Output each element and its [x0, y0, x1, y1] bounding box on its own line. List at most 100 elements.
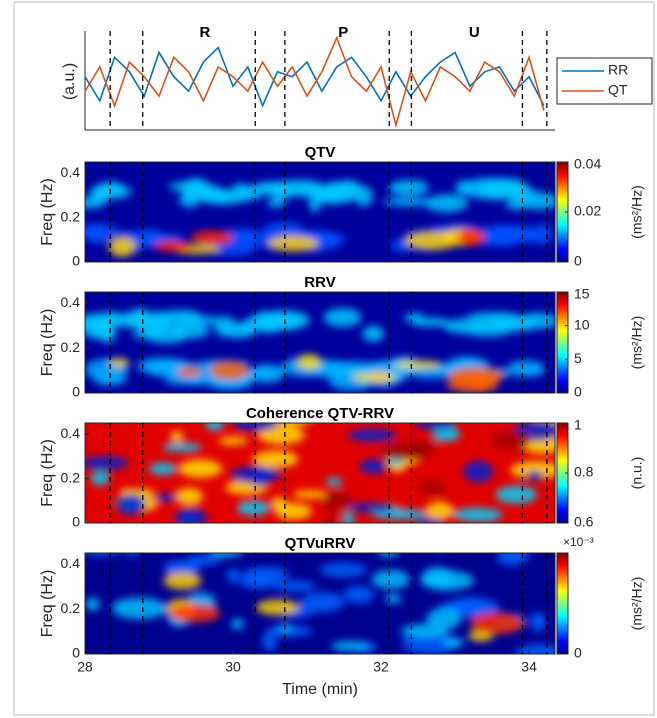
blob [179, 191, 201, 208]
spectrogram-blobs [85, 177, 555, 257]
blob [470, 612, 525, 634]
blob [266, 198, 286, 208]
y-axis-label: Freq (Hz) [39, 178, 56, 246]
blob [91, 535, 124, 549]
blob [473, 394, 523, 408]
y-tick-label: 0.4 [61, 555, 81, 571]
x-axis-label: Time (min) [282, 681, 358, 698]
blob [346, 502, 398, 513]
blob [108, 236, 136, 257]
plot-frame [84, 552, 556, 655]
blob [419, 480, 446, 496]
blob [170, 430, 184, 442]
blob [463, 460, 494, 483]
blob [236, 319, 258, 337]
blob [323, 515, 338, 523]
blob [463, 391, 515, 412]
blob [308, 191, 322, 213]
annotation: P [338, 24, 348, 41]
spectrogram [85, 162, 555, 262]
blob [446, 374, 499, 393]
blob [125, 398, 163, 409]
blob [255, 599, 299, 616]
blob [111, 597, 167, 620]
colorbar-tick-label: 15 [574, 286, 590, 302]
colorbar-label: (ms²/Hz) [629, 316, 645, 370]
blob [414, 517, 445, 523]
colorbar-tick-label: 1 [574, 417, 582, 433]
blob [379, 553, 398, 558]
blob [148, 462, 177, 476]
plot-frame [84, 161, 556, 263]
blob [454, 397, 485, 408]
blob [452, 507, 503, 522]
blob [462, 177, 518, 200]
colorbar-tick-label: 0.6 [574, 514, 594, 530]
blob [442, 637, 464, 648]
blob [495, 485, 538, 504]
blob [410, 317, 449, 327]
blob [342, 512, 355, 523]
blob [359, 458, 388, 474]
spectrogram-blobs [85, 391, 555, 523]
blob [213, 316, 238, 337]
y-tick-label: 0 [72, 384, 80, 400]
blob [91, 184, 109, 206]
blob [529, 612, 547, 632]
blob [425, 501, 454, 520]
y-tick-label: 0 [72, 253, 80, 269]
blob [319, 562, 367, 578]
blob [262, 631, 278, 652]
blob [211, 553, 243, 558]
blob [161, 442, 203, 452]
blob [371, 569, 410, 590]
spectrogram [85, 391, 555, 523]
blob [378, 442, 433, 461]
blob [293, 185, 337, 197]
y-tick-label: 0.2 [61, 469, 81, 485]
blob [134, 321, 150, 331]
blob [163, 572, 202, 590]
blob [143, 324, 189, 344]
blob [431, 532, 448, 551]
blob [333, 180, 362, 197]
blob [268, 235, 319, 252]
blob [296, 354, 322, 370]
blob [343, 585, 374, 604]
blob [347, 428, 397, 442]
blob [533, 223, 553, 245]
blob [466, 311, 521, 324]
x-tick-label: 28 [77, 659, 93, 675]
blob [325, 477, 343, 486]
blob [382, 197, 434, 207]
x-tick-label: 34 [521, 659, 537, 675]
blob [515, 643, 555, 654]
legend-box [556, 57, 653, 105]
spectrogram-blobs [85, 532, 555, 654]
series-line [84, 35, 545, 129]
series-line [84, 46, 545, 108]
y-axis-label: Freq (Hz) [39, 439, 56, 507]
colorbar-tick-label: 0.8 [574, 464, 594, 480]
blob [205, 423, 224, 431]
spectrogram-blobs [85, 308, 555, 393]
y-tick-label: 0.4 [61, 294, 81, 310]
blob [85, 597, 100, 611]
blob [209, 361, 250, 380]
y-tick-label: 0.2 [61, 339, 81, 355]
blob [252, 450, 299, 468]
blob [177, 367, 202, 378]
blob [496, 553, 529, 566]
blob [85, 456, 129, 470]
blob [510, 460, 555, 479]
panel-title: QTV [305, 144, 336, 161]
blob [168, 603, 221, 623]
panel-title: RRV [304, 274, 335, 291]
blob [425, 194, 469, 213]
y-tick-label: 0 [72, 645, 80, 661]
spectrogram [85, 532, 555, 654]
blob [476, 224, 526, 247]
blob [269, 316, 306, 330]
panel-title: Coherence QTV-RRV [246, 405, 394, 422]
